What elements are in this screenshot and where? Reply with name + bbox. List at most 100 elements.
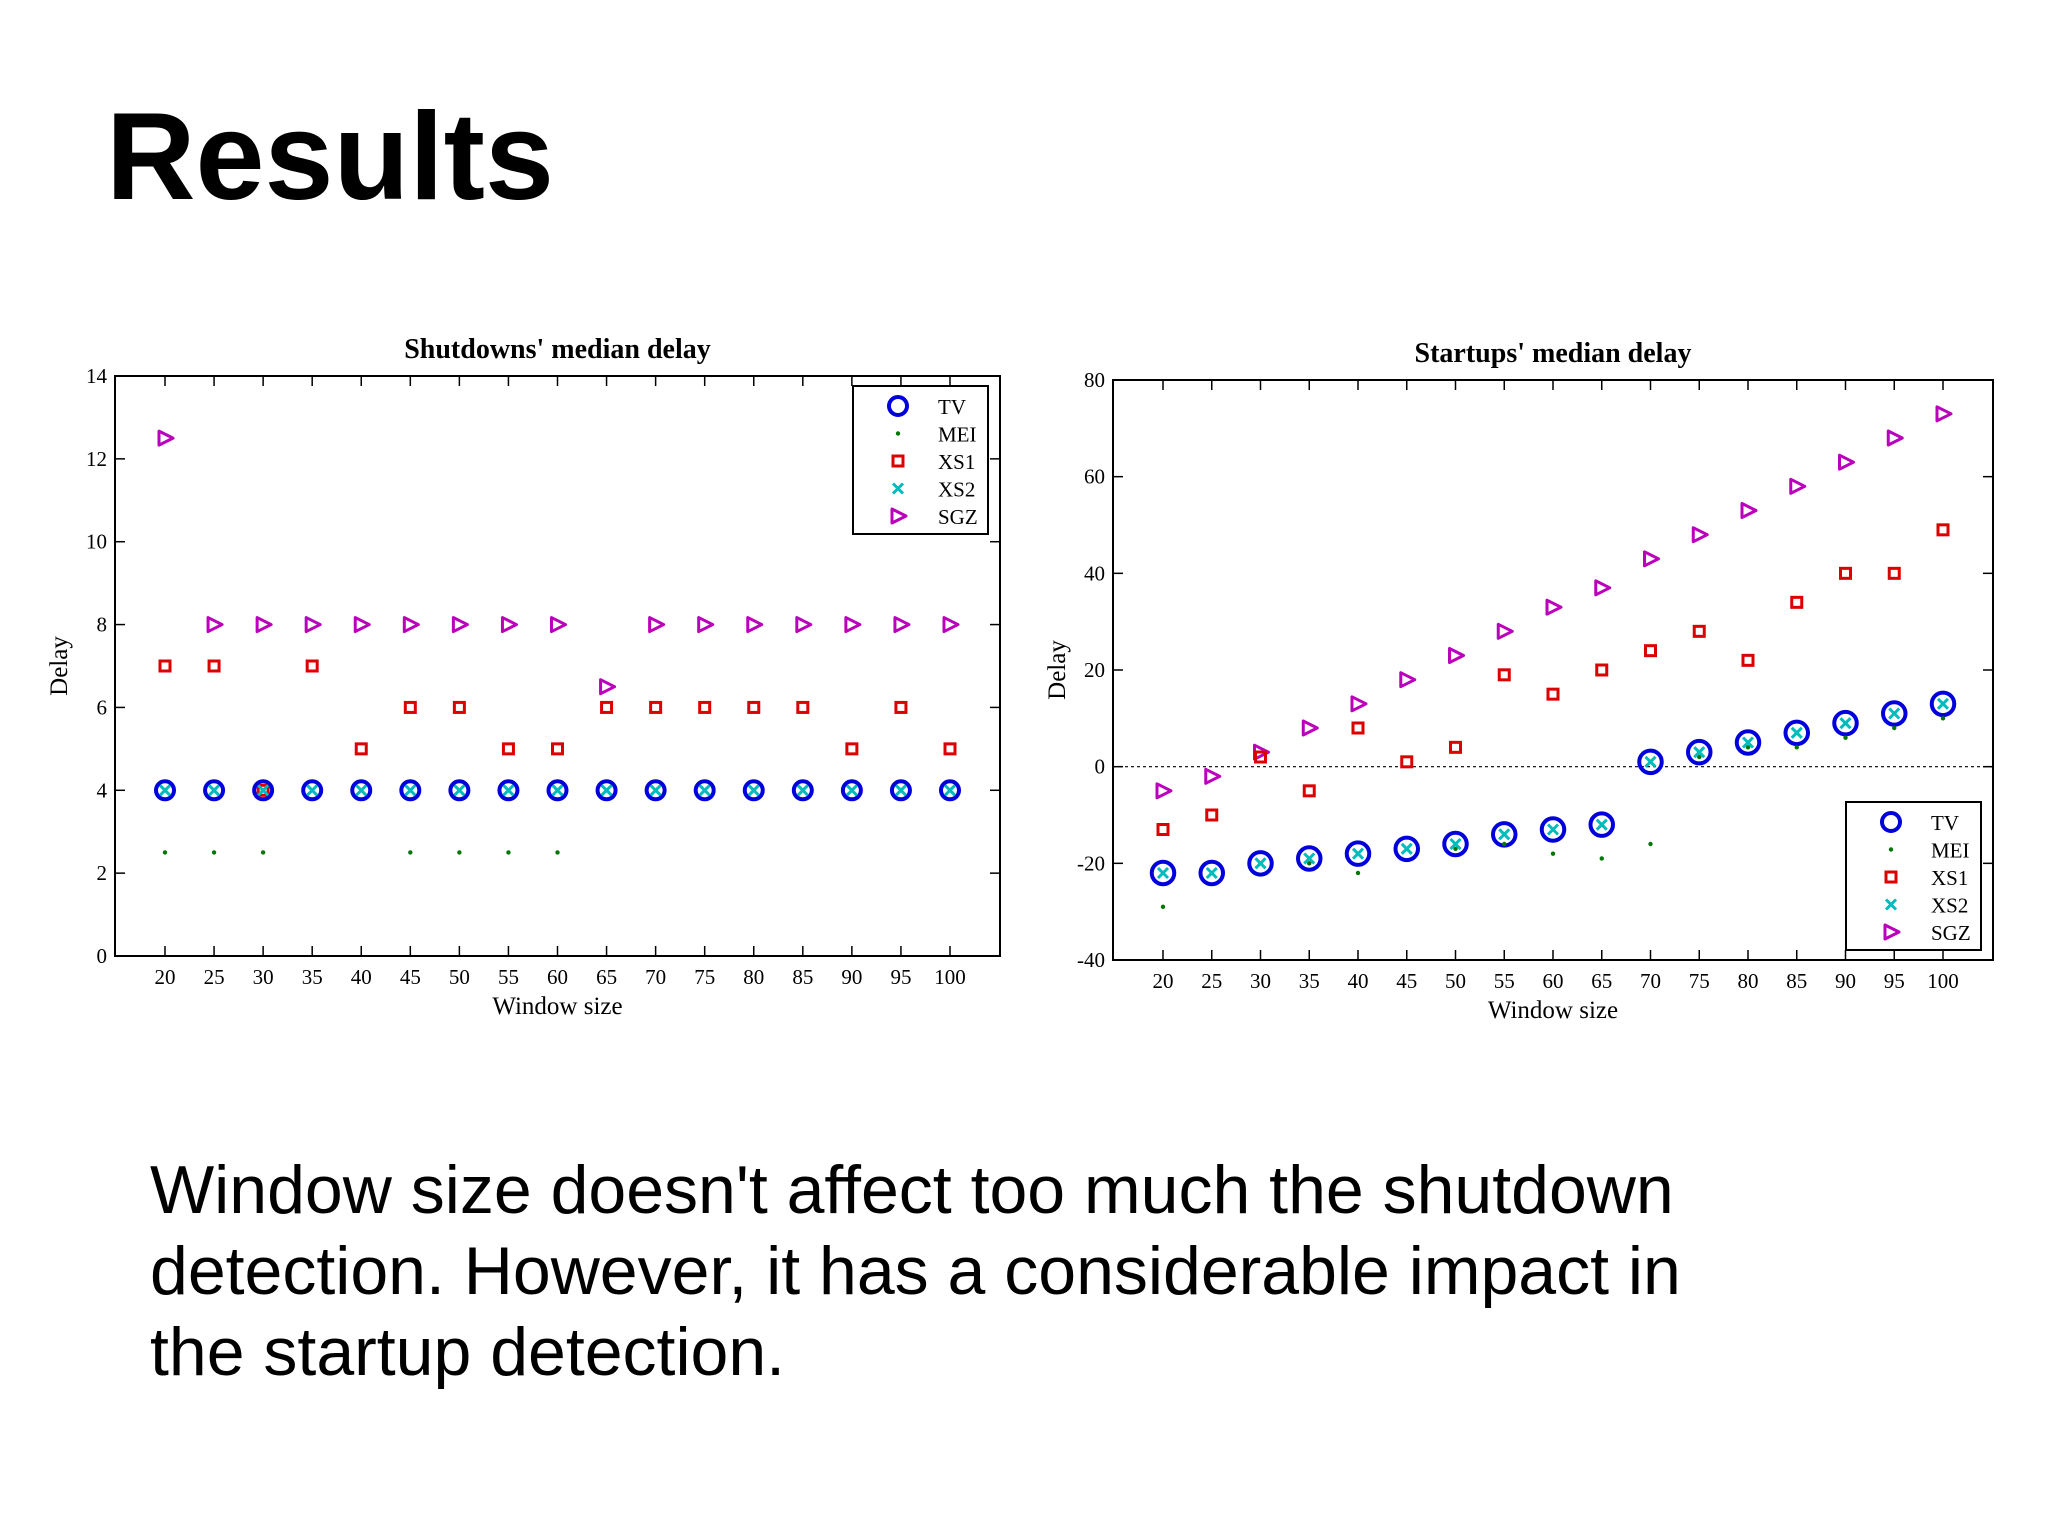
- point-xs1: [1254, 750, 1267, 764]
- point-mei: [1843, 735, 1848, 740]
- x-tick-label: 65: [1591, 969, 1612, 993]
- point-sgz: [1399, 671, 1417, 689]
- point-xs1: [1302, 784, 1316, 798]
- point-sgz: [451, 616, 469, 634]
- shutdowns-chart: Shutdowns' median delay 0 2 4 6 8 10 12 14 20 25 30…: [46, 334, 1001, 1020]
- point-xs1: [894, 700, 908, 714]
- legend-marker-xs1: [891, 454, 905, 468]
- point-xs1: [354, 742, 368, 756]
- legend-label: XS2: [938, 478, 975, 502]
- point-xs2: [1644, 755, 1657, 768]
- x-tick-label: 60: [1543, 969, 1564, 993]
- point-xs2: [1839, 717, 1852, 730]
- point-tv: [301, 779, 324, 802]
- point-xs2: [1790, 726, 1803, 739]
- x-tick-label: 40: [1348, 969, 1369, 993]
- point-xs1: [1692, 624, 1706, 638]
- point-sgz: [1301, 719, 1319, 737]
- series-mei: [162, 850, 560, 855]
- point-xs2: [1693, 746, 1706, 759]
- body-line: Window size doesn't affect too much the …: [150, 1152, 1674, 1228]
- point-sgz: [1935, 405, 1953, 423]
- y-tick-label: 10: [86, 530, 107, 554]
- x-tick-label: 75: [1689, 969, 1710, 993]
- point-xs1: [207, 659, 221, 673]
- point-sgz: [353, 616, 371, 634]
- point-sgz: [648, 616, 666, 634]
- x-tick-label: 80: [743, 965, 764, 989]
- point-tv: [546, 779, 569, 802]
- point-sgz: [1155, 782, 1173, 800]
- y-tick-label: 60: [1084, 465, 1105, 489]
- y-tick-label: 6: [97, 695, 108, 719]
- y-tick-label: 20: [1084, 658, 1105, 682]
- point-xs1: [1205, 808, 1219, 822]
- x-tick-label: 20: [155, 965, 176, 989]
- point-tv: [791, 779, 814, 802]
- series-xs1: [1156, 523, 1950, 836]
- x-tick-label: 35: [302, 965, 323, 989]
- point-xs2: [1595, 818, 1608, 831]
- point-mei: [1599, 856, 1604, 861]
- y-axis-label: Delay: [46, 636, 73, 696]
- point-xs1: [1497, 668, 1511, 682]
- point-tv: [1344, 840, 1372, 867]
- legend-label: MEI: [1931, 839, 1970, 863]
- point-mei: [162, 850, 168, 855]
- point-sgz: [1740, 502, 1758, 519]
- point-sgz: [402, 616, 420, 634]
- point-tv: [203, 779, 226, 802]
- y-tick-label: 12: [86, 447, 107, 471]
- point-xs2: [747, 784, 760, 797]
- point-tv: [350, 779, 373, 802]
- y-tick-label: 0: [1095, 755, 1106, 779]
- x-tick-label: 95: [890, 965, 911, 989]
- point-xs1: [452, 700, 466, 714]
- x-tick-label: 40: [351, 965, 372, 989]
- point-xs2: [1400, 842, 1413, 855]
- point-sgz: [1350, 695, 1368, 713]
- point-tv: [252, 779, 275, 802]
- point-sgz: [1643, 550, 1660, 568]
- x-tick-label: 90: [841, 965, 862, 989]
- x-tick-label: 70: [1640, 969, 1661, 993]
- point-sgz: [893, 616, 911, 634]
- point-mei: [1794, 745, 1799, 750]
- startups-chart: Startups' median delay -40 -20 0 20 40 60 80 20 2…: [1044, 338, 1994, 1024]
- x-tick-label: 55: [1494, 969, 1515, 993]
- y-axis-label: Delay: [1044, 640, 1071, 700]
- legend-marker-tv: [887, 395, 909, 417]
- point-xs2: [158, 784, 172, 797]
- point-xs2: [208, 784, 221, 797]
- point-mei: [1940, 716, 1946, 721]
- legend-marker-tv: [1880, 811, 1902, 833]
- x-tick-label: 50: [449, 965, 470, 989]
- legend-marker-mei: [1888, 847, 1894, 852]
- point-tv: [1637, 748, 1664, 776]
- y-tick-label: -40: [1077, 948, 1105, 972]
- legend-label: XS1: [938, 450, 975, 474]
- legend-marker-mei: [895, 431, 901, 436]
- x-tick-label: 30: [1250, 969, 1271, 993]
- point-xs2: [1546, 823, 1560, 836]
- point-tv: [644, 779, 667, 802]
- x-tick-label: 65: [596, 965, 617, 989]
- point-tv: [1149, 859, 1177, 887]
- point-mei: [408, 850, 413, 855]
- body-line: the startup detection.: [150, 1314, 786, 1390]
- series-tv: [154, 779, 961, 802]
- point-sgz: [599, 678, 617, 696]
- point-mei: [260, 850, 266, 855]
- point-xs1: [1546, 687, 1560, 701]
- point-xs1: [403, 700, 417, 714]
- point-tv: [1588, 811, 1615, 838]
- point-xs1: [256, 783, 270, 797]
- x-tick-label: 85: [1786, 969, 1807, 993]
- point-mei: [1502, 841, 1507, 847]
- point-sgz: [157, 429, 175, 447]
- series-xs1: [158, 659, 957, 797]
- point-xs1: [1595, 663, 1609, 677]
- point-sgz: [1545, 598, 1563, 616]
- point-xs2: [943, 784, 957, 797]
- point-xs2: [453, 784, 466, 797]
